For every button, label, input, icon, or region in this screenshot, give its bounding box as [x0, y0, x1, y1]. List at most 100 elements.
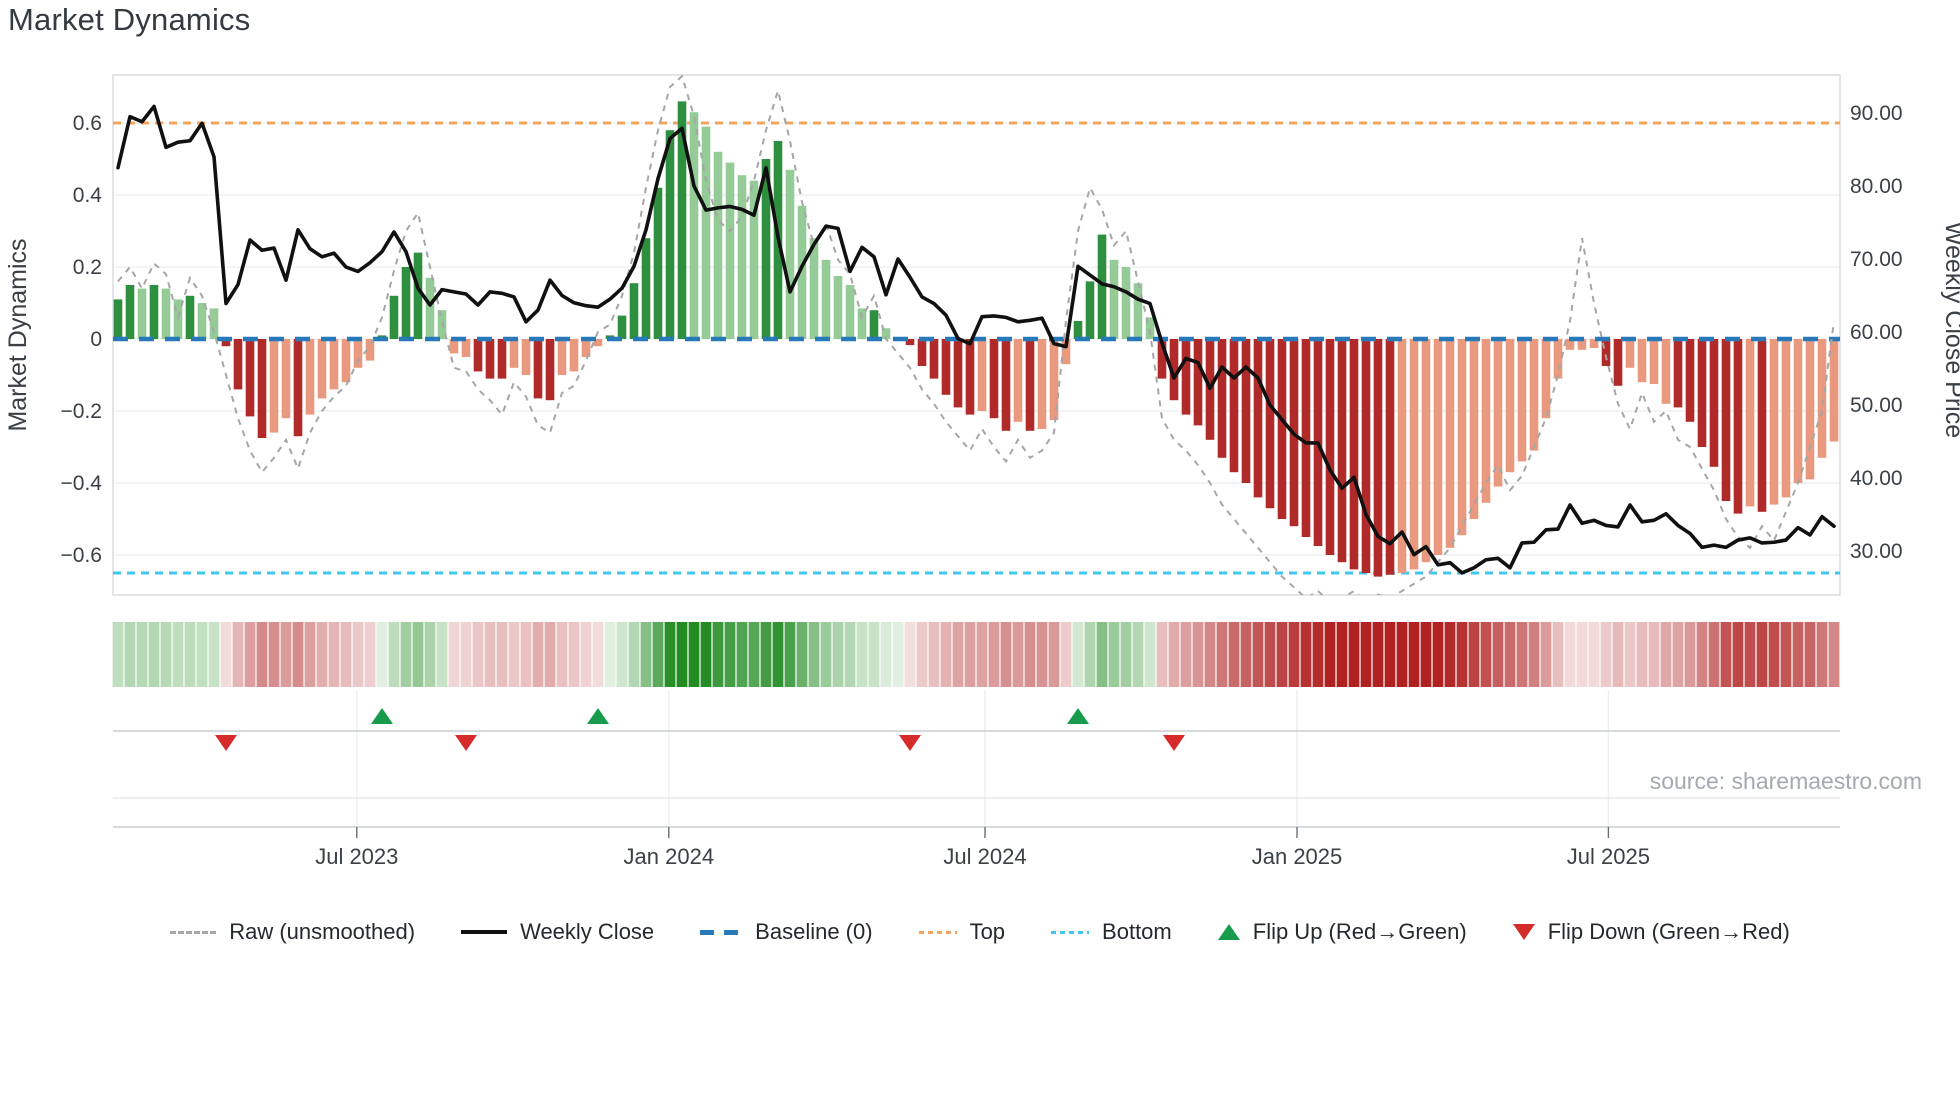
oscillator-bar: [1613, 339, 1623, 386]
top-line-swatch-icon: [918, 930, 957, 934]
oscillator-bar: [1685, 339, 1695, 422]
heatmap-cell: [1048, 622, 1060, 687]
oscillator-bar: [149, 285, 159, 339]
oscillator-bar: [965, 339, 975, 415]
oscillator-bar: [293, 339, 303, 437]
heatmap-cell: [1720, 622, 1732, 687]
oscillator-bar: [1433, 339, 1443, 555]
oscillator-bar: [1733, 339, 1743, 514]
flip-up-marker: [1067, 708, 1089, 724]
weekly-close-line: [116, 104, 1836, 575]
heatmap-cell: [244, 622, 256, 687]
heatmap-cell: [1432, 622, 1444, 687]
marker-subplot: [113, 690, 1840, 828]
heatmap-cell: [1420, 622, 1432, 687]
oscillator-bar: [833, 276, 843, 339]
heatmap-cell: [952, 622, 964, 687]
heatmap-cell: [1240, 622, 1252, 687]
baseline-swatch-icon: [700, 929, 743, 935]
oscillator-bar: [533, 339, 543, 399]
heatmap-cell: [400, 622, 412, 687]
y-left-tick-label: −0.4: [61, 472, 103, 495]
oscillator-bar: [653, 187, 663, 339]
oscillator-bar: [1373, 339, 1383, 577]
oscillator-bar: [461, 339, 471, 357]
oscillator-bar: [113, 299, 123, 339]
heatmap-cell: [1036, 622, 1048, 687]
heatmap-cell: [280, 622, 292, 687]
oscillator-bar: [1649, 339, 1659, 384]
heatmap-cell: [724, 622, 736, 687]
flip-down-marker: [215, 735, 237, 751]
oscillator-bar: [185, 295, 195, 339]
heatmap-cell: [1612, 622, 1624, 687]
legend-label-flip-down: Flip Down (Green→Red): [1547, 919, 1790, 944]
heatmap-cell: [808, 622, 820, 687]
heatmap-cell: [472, 622, 484, 687]
oscillator-bar: [209, 308, 219, 339]
oscillator-bar: [1529, 339, 1539, 451]
heatmap-cell: [580, 622, 592, 687]
heatmap-cell: [1108, 622, 1120, 687]
heatmap-cell: [700, 622, 712, 687]
heatmap-cell: [1768, 622, 1780, 687]
heatmap-cell: [784, 622, 796, 687]
oscillator-bar: [233, 339, 243, 390]
oscillator-bar: [1193, 339, 1203, 426]
oscillator-bar: [197, 303, 207, 339]
y-left-tick-label: −0.6: [61, 544, 102, 567]
oscillator-bar: [1637, 339, 1647, 383]
heatmap-cell: [484, 622, 496, 687]
heatmap-cell: [1120, 622, 1132, 687]
heatmap-cell: [256, 622, 268, 687]
y-left-tick-label: 0.2: [73, 256, 102, 279]
oscillator-bar: [1121, 267, 1131, 339]
heatmap-cell: [832, 622, 844, 687]
heatmap-cell: [1516, 622, 1528, 687]
heatmap-cell: [328, 622, 340, 687]
legend-label-top: Top: [969, 919, 1006, 944]
heatmap-cell: [1336, 622, 1348, 687]
oscillator-bar: [809, 238, 819, 339]
flip-down-marker: [455, 735, 477, 751]
oscillator-bar: [1169, 339, 1179, 401]
heatmap-cell: [1624, 622, 1636, 687]
oscillator-bar: [1829, 339, 1839, 442]
heatmap-cell: [1300, 622, 1312, 687]
oscillator-bar: [881, 328, 891, 339]
plot-border: [112, 74, 1841, 596]
y-right-tick-label: 90.00: [1850, 102, 1903, 125]
heatmap-cell: [1480, 622, 1492, 687]
heatmap-cell: [316, 622, 328, 687]
heatmap-cell: [496, 622, 508, 687]
oscillator-bar: [569, 339, 579, 372]
oscillator-bar: [1661, 339, 1671, 404]
oscillator-bar: [545, 339, 555, 401]
heatmap-cell: [676, 622, 688, 687]
heatmap-cell: [1552, 622, 1564, 687]
heatmap-cell: [916, 622, 928, 687]
x-tick-label: Jul 2025: [1567, 844, 1650, 869]
oscillator-bar: [1253, 339, 1263, 498]
oscillator-bar: [593, 339, 603, 347]
heatmap-cell: [892, 622, 904, 687]
heatmap-cell: [772, 622, 784, 687]
heatmap-cell: [1492, 622, 1504, 687]
heatmap-cell: [268, 622, 280, 687]
oscillator-bar: [1157, 339, 1167, 379]
heatmap-cell: [1360, 622, 1372, 687]
oscillator-bar: [1601, 339, 1611, 366]
oscillator-bar: [1145, 317, 1155, 339]
legend: Raw (unsmoothed) Weekly Close Baseline (…: [0, 919, 1960, 945]
heatmap-cell: [1600, 622, 1612, 687]
oscillator-bar: [1073, 321, 1083, 339]
y-right-ticks: 90.00 80.00 70.00 60.00 50.00 40.00 30.00: [1850, 102, 1903, 563]
heatmap-cell: [1096, 622, 1108, 687]
oscillator-bar: [413, 252, 423, 339]
heatmap-cell: [544, 622, 556, 687]
x-tick-label: Jan 2025: [1252, 844, 1343, 869]
legend-item-bottom: Bottom: [1051, 919, 1172, 945]
heatmap-cell: [1468, 622, 1480, 687]
oscillator-bar: [989, 339, 999, 419]
oscillator-bar: [557, 339, 567, 375]
